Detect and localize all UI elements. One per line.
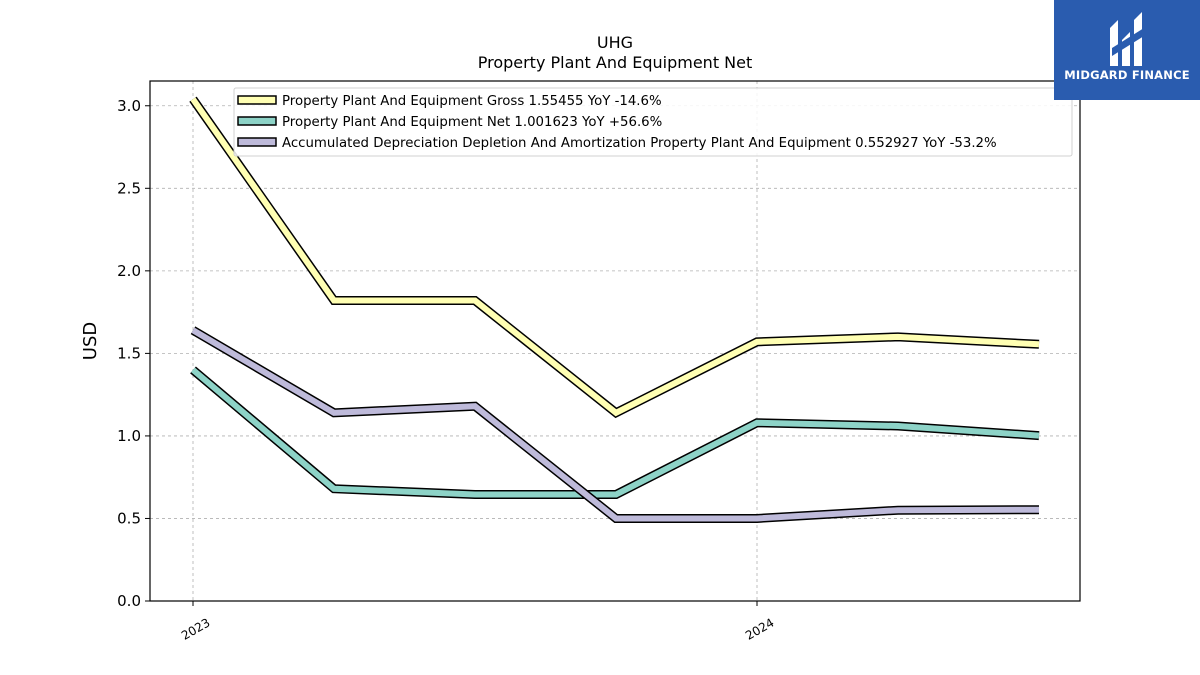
y-tick-label: 2.5: [117, 179, 141, 197]
plot-area-frame: [149, 80, 1081, 602]
y-axis-label: USD: [80, 322, 101, 360]
legend: Property Plant And Equipment Gross 1.554…: [233, 87, 1073, 157]
x-tick-label: 2023: [179, 615, 212, 642]
legend-swatch: [237, 116, 277, 126]
chart-subtitle: Property Plant And Equipment Net: [478, 53, 753, 72]
series-line: [191, 327, 1040, 522]
axes: 0.0 0.5 1.0 1.5 2.0 2.5 3.0 2023 2024: [117, 97, 776, 643]
y-tick-label: 1.0: [117, 427, 141, 445]
series-line: [191, 367, 1040, 498]
legend-entry-label: Accumulated Depreciation Depletion And A…: [282, 136, 997, 151]
y-tick-label: 1.5: [117, 344, 141, 362]
logo-mark-icon: [1110, 12, 1144, 66]
y-tick-label: 0.5: [117, 509, 141, 527]
legend-swatch: [237, 95, 277, 105]
series-lines: [189, 96, 1040, 523]
y-tick-label: 3.0: [117, 97, 141, 115]
y-tick-label: 2.0: [117, 262, 141, 280]
legend-entry-label: Property Plant And Equipment Gross 1.554…: [282, 94, 662, 109]
legend-swatch: [237, 137, 277, 147]
brand-logo: MIDGARD FINANCE: [1054, 0, 1200, 100]
y-tick-label: 0.0: [117, 592, 141, 610]
legend-entry-label: Property Plant And Equipment Net 1.00162…: [282, 115, 662, 130]
series-line: [190, 97, 1040, 417]
legend-box: [233, 87, 1073, 157]
x-tick-label: 2024: [743, 615, 776, 642]
chart-title: UHG: [597, 33, 633, 52]
logo-text: MIDGARD FINANCE: [1064, 68, 1190, 82]
